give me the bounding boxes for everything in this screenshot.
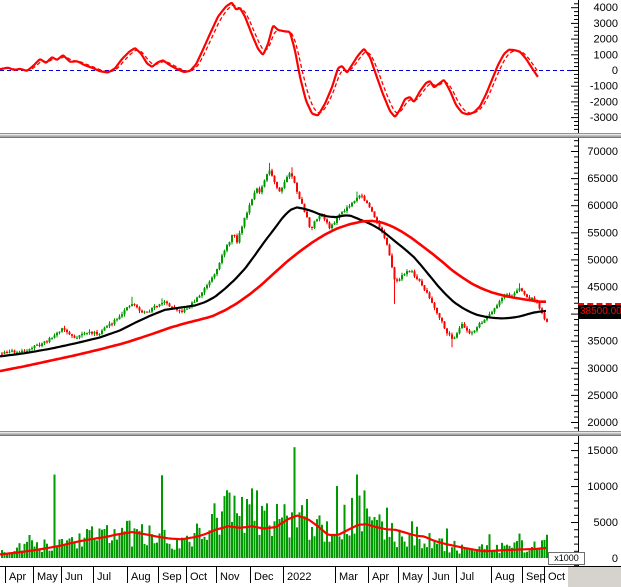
x-axis-label: Mar <box>339 571 358 583</box>
volume-scale-label: x1000 <box>554 553 579 563</box>
candlestick-series <box>1 162 548 356</box>
x-axis-label: Jun <box>432 571 450 583</box>
x-axis-label: Nov <box>220 571 240 583</box>
volume-bars <box>1 447 548 558</box>
axis-tick-label: 0 <box>612 65 618 77</box>
indicator-signal-line <box>0 4 539 114</box>
x-axis-label: Jul <box>460 571 474 583</box>
x-axis-label: Jul <box>97 571 111 583</box>
volume-scale-badge: x1000 <box>548 552 585 565</box>
ma-slow-line <box>0 219 546 373</box>
x-axis-label: Oct <box>190 571 207 583</box>
axis-tick-label: -2000 <box>590 96 618 108</box>
last-price-tag: 38500.00 <box>578 305 621 319</box>
ma-fast-line <box>0 206 547 358</box>
x-axis-label: Sep <box>162 571 182 583</box>
price-panel <box>0 162 548 373</box>
axis-tick-label: -3000 <box>590 112 618 124</box>
axis-tick-label: 10000 <box>587 481 618 493</box>
axis-corner <box>568 567 621 587</box>
x-axis-label: Apr <box>372 571 389 583</box>
x-axis[interactable]: Apr May Jun Jul Aug Sep Oct Nov Dec 2022 Mar Apr May… <box>0 566 621 587</box>
x-axis-label: May <box>37 571 58 583</box>
axis-tick-label: 0 <box>612 553 618 565</box>
x-axis-label: Oct <box>548 571 565 583</box>
axis-tick-label: 15000 <box>587 445 618 457</box>
last-price-value: 38500.00 <box>580 306 621 317</box>
indicator-axis[interactable]: 4000 3000 2000 1000 0 -1000 -2000 -3000 <box>571 0 618 133</box>
axis-tick-label: 4000 <box>594 2 618 14</box>
indicator-line <box>0 2 539 118</box>
axis-tick-label: -1000 <box>590 81 618 93</box>
x-axis-label: Apr <box>9 571 26 583</box>
x-axis-label: Jun <box>65 571 83 583</box>
axis-tick-label: 60000 <box>587 200 618 212</box>
axis-tick-label: 1000 <box>594 49 618 61</box>
axis-tick-label: 55000 <box>587 227 618 239</box>
volume-panel <box>0 447 548 558</box>
axis-tick-label: 70000 <box>587 146 618 158</box>
x-axis-label: Sep <box>526 571 546 583</box>
x-axis-label: Aug <box>131 571 151 583</box>
axis-tick-label: 30000 <box>587 363 618 375</box>
axis-tick-label: 35000 <box>587 336 618 348</box>
x-axis-label: Aug <box>495 571 515 583</box>
price-axis[interactable]: 7000065000600005500050000450004000035000… <box>571 138 618 431</box>
axis-tick-label: 20000 <box>587 417 618 429</box>
indicator-panel <box>0 2 578 118</box>
x-axis-label: Dec <box>254 571 274 583</box>
axis-tick-label: 65000 <box>587 173 618 185</box>
axis-tick-label: 50000 <box>587 254 618 266</box>
axis-tick-label: 3000 <box>594 18 618 30</box>
panel-splitter-top[interactable] <box>0 133 621 138</box>
x-axis-label: May <box>402 571 423 583</box>
panel-splitter-bottom[interactable] <box>0 431 621 436</box>
axis-tick-label: 45000 <box>587 282 618 294</box>
axis-tick-label: 5000 <box>594 517 618 529</box>
axis-tick-label: 2000 <box>594 34 618 46</box>
volume-axis[interactable]: 15000 10000 5000 0 <box>571 436 618 567</box>
last-price-dash-line <box>578 303 621 305</box>
x-axis-labels: Apr May Jun Jul Aug Sep Oct Nov Dec 2022 Mar Apr May… <box>5 567 565 583</box>
axis-tick-label: 25000 <box>587 390 618 402</box>
volume-ma-line <box>0 514 547 556</box>
x-axis-label: 2022 <box>287 571 311 583</box>
